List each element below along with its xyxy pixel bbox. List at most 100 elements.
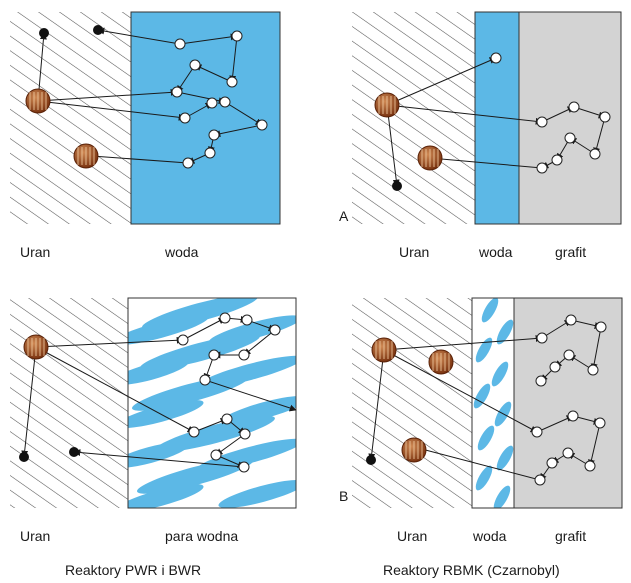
marker-a: A bbox=[339, 208, 349, 224]
neutron bbox=[490, 52, 502, 64]
neutron-path bbox=[73, 449, 245, 468]
neutron bbox=[189, 59, 201, 71]
neutron-path bbox=[37, 88, 178, 102]
neutron-path bbox=[413, 445, 541, 481]
absorbed-neutron bbox=[392, 181, 402, 191]
neutron bbox=[599, 111, 611, 123]
neutron-path bbox=[593, 116, 606, 155]
neutron-path bbox=[194, 64, 233, 83]
neutron-path bbox=[383, 349, 538, 433]
neutron-path bbox=[536, 415, 574, 433]
uranium-nucleus bbox=[401, 437, 427, 463]
neutron bbox=[219, 312, 231, 324]
graphite-region bbox=[513, 297, 623, 509]
neutron bbox=[210, 449, 222, 461]
neutron bbox=[188, 426, 200, 438]
panel-top-left bbox=[10, 11, 281, 225]
neutron bbox=[549, 361, 561, 373]
absorbed-neutron bbox=[93, 25, 103, 35]
neutron bbox=[594, 417, 606, 429]
neutron bbox=[241, 314, 253, 326]
neutron bbox=[238, 349, 250, 361]
label-uranium: Uran bbox=[399, 244, 430, 260]
panel-top-right bbox=[352, 11, 622, 225]
absorbed-neutron bbox=[19, 452, 29, 462]
neutron-path bbox=[35, 336, 184, 348]
neutron-path bbox=[204, 379, 297, 412]
absorbed-neutron bbox=[39, 28, 49, 38]
neutron-path bbox=[35, 346, 195, 433]
absorbed-neutron bbox=[366, 455, 376, 465]
panel-bottom-right bbox=[352, 297, 623, 509]
neutron bbox=[531, 426, 543, 438]
particles bbox=[19, 25, 611, 486]
label-uranium: Uran bbox=[20, 244, 51, 260]
uranium-nucleus bbox=[23, 334, 49, 360]
neutron-path bbox=[386, 57, 497, 106]
uranium-region bbox=[10, 12, 132, 224]
neutron-path bbox=[229, 35, 238, 83]
neutron bbox=[568, 101, 580, 113]
label-water: woda bbox=[165, 244, 199, 260]
neutron bbox=[584, 460, 596, 472]
uranium-nucleus bbox=[73, 143, 99, 169]
neutron bbox=[536, 116, 548, 128]
neutron bbox=[171, 86, 183, 98]
neutron-path bbox=[383, 334, 543, 351]
label-uranium: Uran bbox=[397, 528, 428, 544]
caption-pwr-bwr: Reaktory PWR i BWR bbox=[65, 562, 202, 578]
label-graphite: grafit bbox=[555, 244, 587, 260]
neutron-path bbox=[193, 418, 228, 433]
uranium-nucleus bbox=[428, 349, 454, 375]
marker-b: B bbox=[339, 488, 349, 504]
water-bubbles bbox=[473, 298, 514, 508]
neutron bbox=[551, 154, 563, 166]
neutron bbox=[535, 375, 547, 387]
uranium-region bbox=[10, 298, 129, 508]
neutron bbox=[564, 132, 576, 144]
water-region bbox=[474, 11, 520, 225]
neutron bbox=[177, 334, 189, 346]
neutron-path bbox=[541, 106, 575, 123]
uranium-region bbox=[352, 12, 476, 224]
uranium-nucleus bbox=[417, 145, 443, 171]
neutron bbox=[174, 38, 186, 50]
neutron-path bbox=[37, 100, 186, 121]
neutron bbox=[204, 147, 216, 159]
label-steam: para wodna bbox=[165, 528, 239, 544]
uranium-region bbox=[352, 298, 473, 508]
neutron bbox=[206, 97, 218, 109]
neutron-path bbox=[97, 27, 181, 45]
neutron bbox=[221, 413, 233, 425]
neutron bbox=[534, 474, 546, 486]
neutron-path bbox=[182, 317, 226, 341]
neutron-path bbox=[368, 349, 385, 461]
neutron bbox=[208, 129, 220, 141]
uranium-nucleus bbox=[371, 337, 397, 363]
neutron bbox=[231, 30, 243, 42]
neutron bbox=[226, 76, 238, 88]
neutron-path bbox=[541, 319, 572, 339]
uranium-nucleus bbox=[374, 92, 400, 118]
neutron bbox=[208, 349, 220, 361]
neutron-path bbox=[179, 33, 238, 45]
neutron-path bbox=[588, 422, 601, 467]
neutron-path bbox=[590, 326, 602, 371]
neutron bbox=[269, 324, 281, 336]
water-region bbox=[130, 11, 281, 225]
label-water: woda bbox=[473, 528, 507, 544]
neutron bbox=[536, 162, 548, 174]
panel-bottom-left bbox=[10, 297, 297, 509]
neutron-path bbox=[243, 329, 276, 356]
neutron bbox=[179, 112, 191, 124]
neutron bbox=[219, 96, 231, 108]
neutron-path bbox=[176, 91, 226, 105]
absorbed-neutron bbox=[69, 447, 79, 457]
neutron bbox=[256, 119, 268, 131]
neutron bbox=[587, 364, 599, 376]
neutron-path bbox=[386, 104, 400, 187]
neutron bbox=[238, 461, 250, 473]
neutron-path bbox=[429, 155, 543, 169]
neutron bbox=[199, 374, 211, 386]
